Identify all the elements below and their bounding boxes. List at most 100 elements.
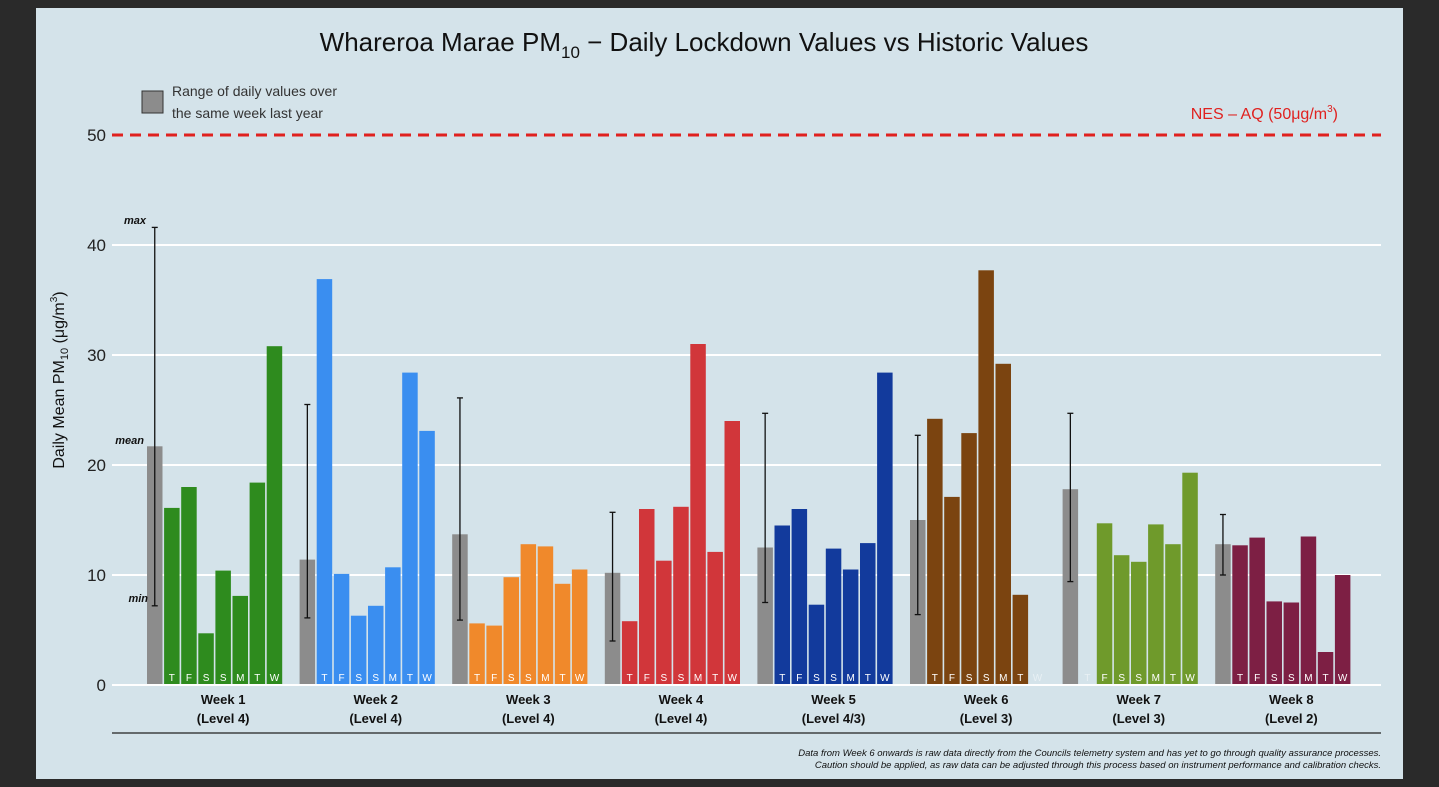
daily-bar	[791, 509, 808, 685]
week-sublabel: (Level 4/3)	[802, 711, 866, 726]
daily-bar	[503, 577, 519, 685]
daily-bar	[486, 625, 502, 685]
daily-bar	[621, 621, 638, 685]
daily-bar	[1113, 555, 1130, 685]
day-label: M	[541, 673, 549, 684]
day-label: W	[1338, 673, 1348, 684]
day-label: S	[203, 673, 210, 684]
day-label: W	[880, 673, 890, 684]
daily-bar	[232, 595, 248, 685]
day-label: S	[355, 673, 362, 684]
y-tick-label: 20	[87, 456, 106, 475]
historic-mean-bar	[757, 547, 773, 685]
chart-title: Whareroa Marae PM10 − Daily Lockdown Val…	[320, 27, 1089, 62]
day-label: S	[220, 673, 227, 684]
day-label: M	[389, 673, 397, 684]
historic-mean-bar	[1215, 544, 1231, 685]
daily-bar	[368, 605, 384, 685]
day-label: S	[525, 673, 532, 684]
day-label: T	[1322, 673, 1328, 684]
daily-bar	[1182, 472, 1198, 685]
day-label: T	[1237, 673, 1243, 684]
daily-bar	[1148, 524, 1164, 685]
day-label: S	[372, 673, 379, 684]
legend-label-line2: the same week last year	[172, 105, 323, 121]
day-label: T	[474, 673, 480, 684]
historic-mean-bar	[299, 559, 316, 685]
day-label: T	[559, 673, 565, 684]
daily-bar	[842, 569, 859, 685]
daily-bar	[961, 433, 977, 685]
day-label: F	[1254, 673, 1260, 684]
day-label: T	[1084, 673, 1090, 684]
chart-frame: 0 10 20 30 40 50 NES – AQ (50μg/m3) Whareroa Ma…	[36, 8, 1403, 779]
daily-bar	[995, 363, 1011, 685]
threshold-label: NES – AQ (50μg/m3)	[1191, 104, 1338, 123]
daily-bar	[469, 623, 485, 685]
week-sublabel: (Level 3)	[960, 711, 1013, 726]
day-label: S	[1288, 673, 1295, 684]
day-label: S	[661, 673, 668, 684]
day-label: S	[983, 673, 990, 684]
daily-bar	[724, 421, 740, 685]
week-sublabel: (Level 4)	[655, 711, 708, 726]
daily-bar	[978, 270, 994, 685]
day-label: M	[1304, 673, 1312, 684]
day-label: M	[999, 673, 1007, 684]
legend-swatch	[141, 90, 164, 114]
day-label: F	[338, 673, 344, 684]
day-label: M	[1152, 673, 1160, 684]
daily-bar	[333, 573, 350, 685]
day-label: F	[186, 673, 192, 684]
day-label: S	[1118, 673, 1125, 684]
annotation-mean: mean	[115, 435, 144, 447]
daily-bar	[1232, 545, 1248, 685]
day-label: W	[1185, 673, 1195, 684]
pm10-chart: 0 10 20 30 40 50 NES – AQ (50μg/m3) Whareroa Ma…	[49, 27, 1381, 734]
daily-bar	[249, 482, 266, 685]
week-sublabel: (Level 4)	[197, 711, 250, 726]
week-label: Week 2	[353, 692, 398, 707]
daily-bar	[860, 543, 876, 685]
daily-bar	[877, 372, 893, 685]
day-label: T	[1170, 673, 1176, 684]
day-label: F	[1101, 673, 1107, 684]
daily-bar	[419, 430, 435, 685]
daily-bar	[808, 604, 825, 685]
daily-bar	[673, 506, 689, 685]
daily-bar	[1165, 544, 1181, 685]
legend-label-line1: Range of daily values over	[172, 83, 337, 99]
daily-bar	[537, 546, 554, 685]
day-label: W	[422, 673, 432, 684]
day-label: F	[949, 673, 955, 684]
daily-bar	[215, 570, 231, 685]
daily-bar	[656, 560, 672, 685]
day-label: T	[779, 673, 785, 684]
day-label: M	[694, 673, 702, 684]
y-tick-label: 30	[87, 346, 106, 365]
day-label: T	[712, 673, 718, 684]
daily-bar	[1334, 575, 1351, 685]
daily-bar	[825, 548, 842, 685]
daily-bar	[1300, 536, 1317, 685]
daily-bar	[639, 509, 655, 685]
day-label: T	[932, 673, 938, 684]
day-label: T	[627, 673, 633, 684]
daily-bar	[181, 487, 197, 685]
daily-bar	[1012, 594, 1029, 685]
daily-bar	[198, 633, 214, 685]
week-label: Week 3	[506, 692, 551, 707]
daily-bar	[316, 279, 333, 685]
historic-mean-bar	[1062, 489, 1079, 685]
daily-bar	[1131, 561, 1147, 685]
day-label: M	[846, 673, 854, 684]
daily-bar	[1249, 537, 1265, 685]
day-label: T	[1017, 673, 1023, 684]
y-axis-label: Daily Mean PM10 (μg/m3)	[49, 291, 71, 468]
day-label: S	[508, 673, 515, 684]
week-label: Week 1	[201, 692, 246, 707]
daily-bar	[944, 496, 960, 685]
daily-bar	[402, 372, 418, 685]
day-label: S	[1271, 673, 1278, 684]
daily-bar	[690, 344, 706, 685]
